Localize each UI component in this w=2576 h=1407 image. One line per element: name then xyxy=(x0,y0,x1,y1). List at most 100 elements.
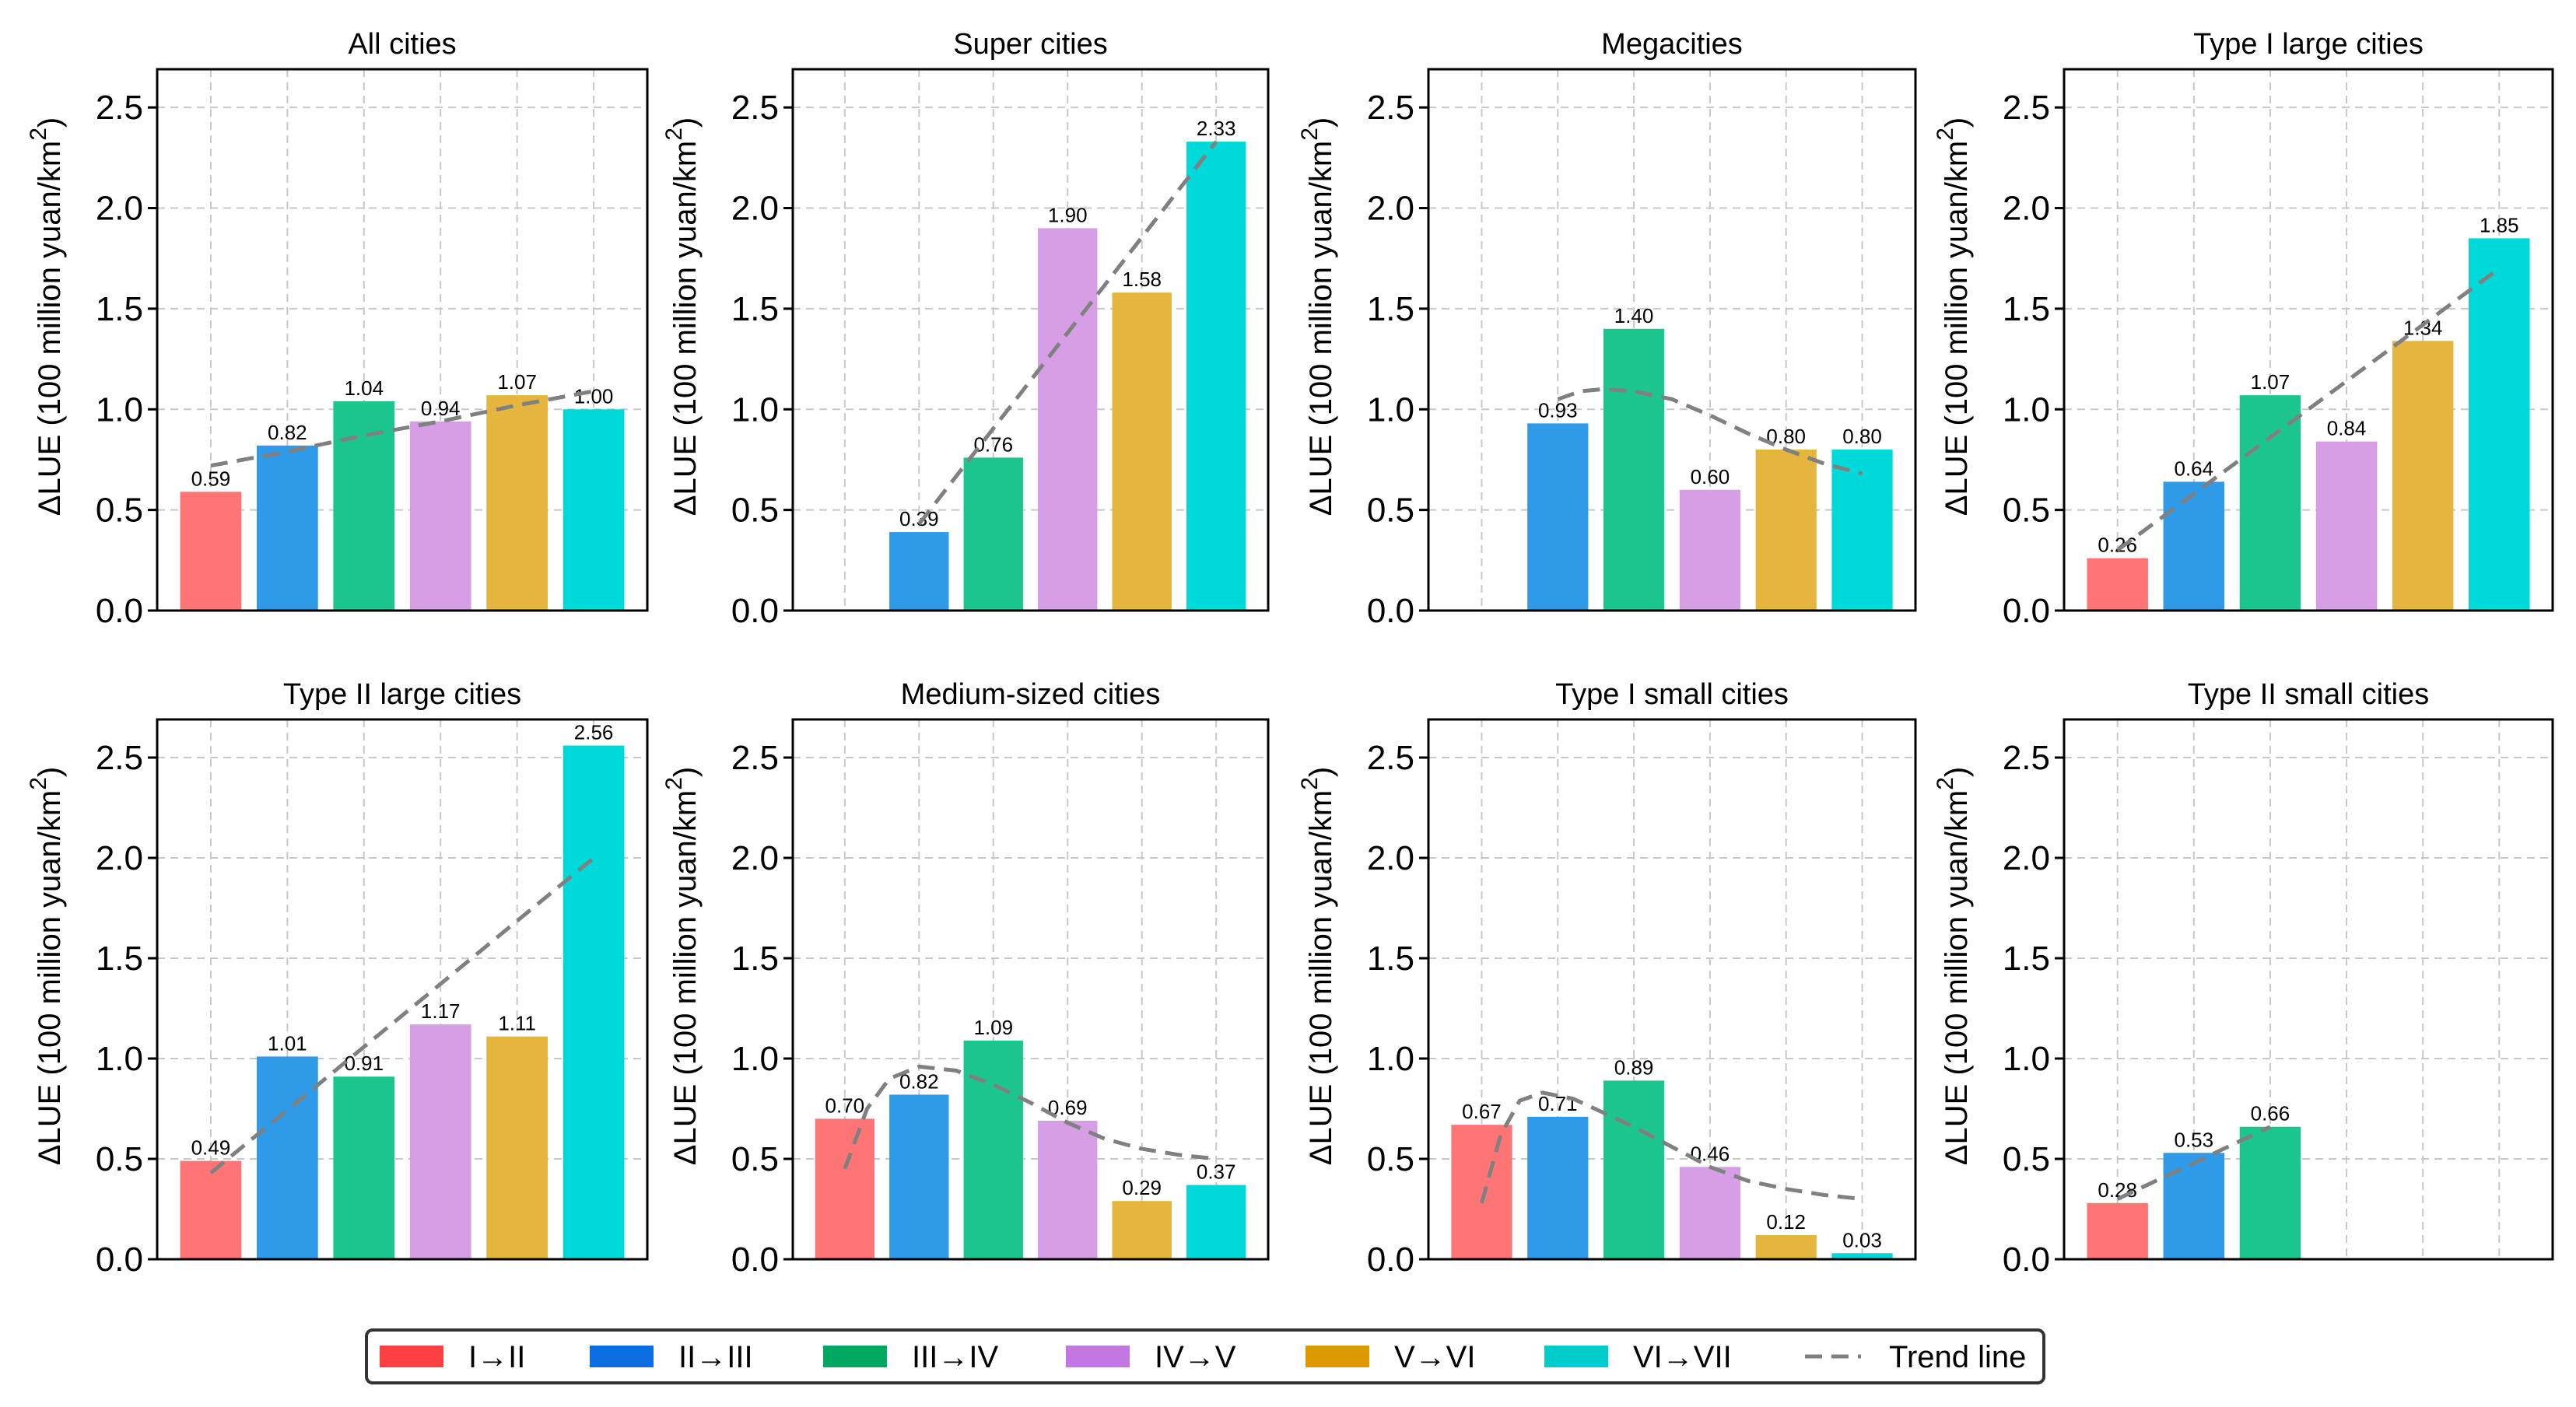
data-label: 0.49 xyxy=(191,1136,231,1160)
data-label: 1.07 xyxy=(2251,370,2290,394)
legend-label: Trend line xyxy=(1889,1340,2026,1374)
data-label: 1.11 xyxy=(498,1012,536,1035)
y-tick-label: 2.0 xyxy=(96,190,143,228)
bar-IV→V xyxy=(1679,489,1741,611)
data-label: 0.39 xyxy=(899,507,939,530)
plot-frame xyxy=(1427,718,1917,1261)
panel-medium-sized-cities: 0.00.51.01.52.02.50.700.821.090.690.290.… xyxy=(661,678,1270,1279)
bar-IV→V xyxy=(409,1024,471,1259)
bar-V→VI xyxy=(486,1036,548,1259)
bar-VI→VII xyxy=(563,745,625,1259)
legend-item-2: II→III xyxy=(590,1340,753,1374)
y-axis-label-sup: 2 xyxy=(1933,777,1958,790)
y-tick-label: 1.0 xyxy=(731,390,779,429)
data-label: 0.82 xyxy=(268,421,307,444)
data-label: 0.84 xyxy=(2327,417,2367,440)
panel-all-cities: 0.0 0.5 1.0 1.5 2.0 2.5 0.59 0.82 1.04 0.94 1.07 1.… xyxy=(26,28,649,630)
bar-II→III xyxy=(889,1094,949,1259)
y-axis-label-close: ) xyxy=(668,767,703,777)
y-axis-label: ΔLUE (100 million yuan/km2) xyxy=(661,767,703,1165)
data-label: 1.90 xyxy=(1048,203,1088,226)
bar-IV→V xyxy=(1679,1167,1741,1259)
y-tick-label: 1.5 xyxy=(731,940,779,978)
panel-title: Super cities xyxy=(953,28,1108,61)
data-label: 0.59 xyxy=(191,467,231,490)
data-label: 0.93 xyxy=(1538,398,1578,422)
data-label: 0.12 xyxy=(1766,1210,1806,1234)
y-tick-label: 1.5 xyxy=(96,940,143,978)
panel-title: Medium-sized cities xyxy=(901,678,1161,711)
data-label: 1.34 xyxy=(2403,316,2443,339)
panel-megacities: 0.00.51.01.52.02.50.931.400.600.80 0.80Me… xyxy=(1297,28,1917,630)
bar-IV→V xyxy=(409,421,471,611)
y-axis-label-sup: 2 xyxy=(26,777,51,790)
bar-VI→VII xyxy=(1186,142,1246,611)
y-axis-label-text: ΔLUE (100 million yuan/km xyxy=(1304,790,1338,1165)
y-axis-label-close: ) xyxy=(33,117,67,128)
y-tick-label: 1.0 xyxy=(731,1040,779,1078)
y-axis-label: ΔLUE (100 million yuan/km2) xyxy=(1297,767,1338,1165)
y-tick-label: 1.5 xyxy=(1367,940,1414,978)
legend-item-trend: Trend line xyxy=(1805,1340,2026,1374)
bar-II→III xyxy=(256,445,318,611)
y-axis-label: ΔLUE (100 million yuan/km2) xyxy=(26,117,67,516)
bar-VI→VII xyxy=(1831,450,1893,611)
y-tick-label: 0.5 xyxy=(1367,492,1414,530)
plot-frame xyxy=(791,718,1270,1261)
bar-IV→V xyxy=(1038,1120,1098,1259)
bar-III→IV xyxy=(1603,1080,1665,1259)
bar-III→IV xyxy=(1603,328,1665,611)
data-label: 0.70 xyxy=(825,1094,865,1117)
data-label: 0.26 xyxy=(2098,534,2137,557)
y-axis-label-sup: 2 xyxy=(1297,777,1323,790)
y-tick-label: 1.5 xyxy=(1367,290,1414,328)
bar-I→II xyxy=(2087,1202,2148,1259)
y-tick-label: 0.5 xyxy=(2003,492,2050,530)
y-tick-label: 0.0 xyxy=(2003,592,2050,630)
y-tick-label: 1.5 xyxy=(2003,290,2050,328)
bar-V→VI xyxy=(1755,1235,1817,1259)
legend-swatch xyxy=(823,1346,887,1367)
data-label: 0.60 xyxy=(1691,465,1730,488)
y-tick-label: 2.0 xyxy=(731,190,779,228)
legend: I→II II→III III→IV IV→V V→VI VI→VII Trend line xyxy=(365,1328,2045,1384)
y-axis-label-text: ΔLUE (100 million yuan/km xyxy=(668,790,703,1165)
data-label: 0.91 xyxy=(344,1052,384,1075)
y-tick-label: 0.0 xyxy=(96,1241,143,1279)
legend-label: V→VI xyxy=(1394,1340,1475,1374)
bar-II→III xyxy=(2163,481,2225,611)
bar-III→IV xyxy=(333,1076,395,1259)
y-tick-label: 0.0 xyxy=(1367,1241,1414,1279)
y-tick-label: 2.5 xyxy=(2003,89,2050,127)
data-label: 1.00 xyxy=(574,384,614,408)
data-label: 1.01 xyxy=(268,1031,307,1055)
data-label: 0.66 xyxy=(2251,1102,2290,1125)
panel-title: Type II small cities xyxy=(2188,678,2429,711)
y-tick-label: 0.5 xyxy=(1367,1140,1414,1178)
legend-item-3: III→IV xyxy=(823,1340,998,1374)
y-tick-label: 0.0 xyxy=(731,592,779,630)
y-axis-label-text: ΔLUE (100 million yuan/km xyxy=(1304,141,1338,516)
data-label: 1.17 xyxy=(421,999,461,1023)
y-axis-label-sup: 2 xyxy=(26,128,51,141)
bar-II→III xyxy=(1527,423,1589,611)
bar-III→IV xyxy=(963,1040,1023,1259)
y-axis-label: ΔLUE (100 million yuan/km2) xyxy=(1933,767,1974,1165)
data-label: 1.09 xyxy=(973,1016,1013,1039)
y-axis-label-close: ) xyxy=(668,117,703,128)
legend-swatch xyxy=(1306,1346,1369,1367)
data-label: 0.29 xyxy=(1122,1176,1162,1199)
data-label: 1.40 xyxy=(1614,304,1654,327)
panel-title: All cities xyxy=(348,28,456,61)
y-tick-label: 2.0 xyxy=(2003,839,2050,877)
data-label: 0.89 xyxy=(1614,1055,1654,1079)
y-tick-label: 1.0 xyxy=(2003,1040,2050,1078)
y-tick-label: 2.0 xyxy=(1367,839,1414,877)
bar-I→II xyxy=(815,1118,875,1259)
data-label: 0.03 xyxy=(1842,1228,1882,1251)
bar-III→IV xyxy=(2239,1126,2301,1259)
trend-line xyxy=(917,140,1218,526)
legend-swatch xyxy=(380,1346,443,1367)
y-tick-label: 1.0 xyxy=(2003,390,2050,429)
trend-line xyxy=(843,1064,1217,1170)
